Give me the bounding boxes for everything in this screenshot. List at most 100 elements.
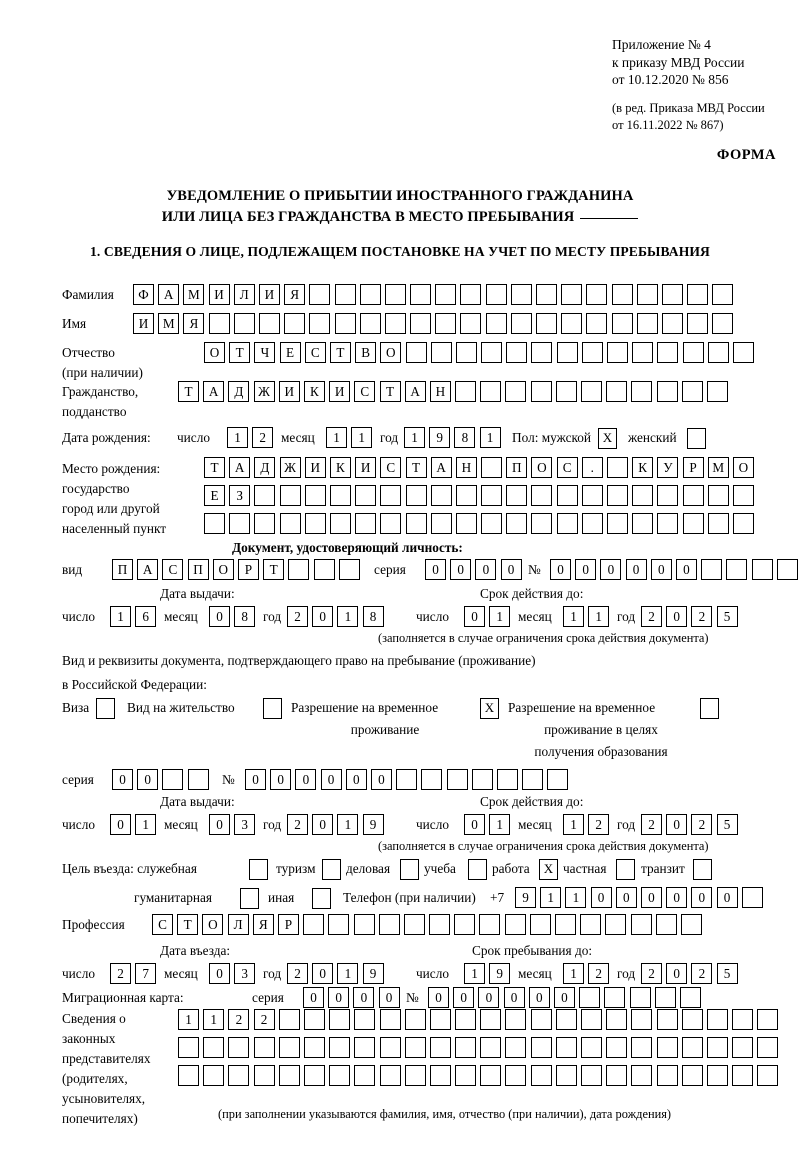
grid-cell[interactable]: 2 [252,427,274,448]
grid-cell[interactable]: 5 [716,606,738,627]
grid-cell[interactable] [405,342,427,363]
grid-cell[interactable]: О [732,457,754,478]
grid-cell[interactable]: 0 [464,606,485,627]
grid-cell[interactable]: 9 [489,963,511,984]
grid-cell[interactable]: 2 [588,814,610,835]
grid-cell[interactable] [481,457,503,478]
grid-cell[interactable]: 2 [253,1009,275,1030]
grid-cell[interactable] [334,284,356,305]
grid-cell[interactable] [334,313,356,334]
grid-cell[interactable] [328,914,350,935]
grid-cell[interactable] [278,1009,300,1030]
grid-cell[interactable]: 9 [362,963,384,984]
temp-edu-checkbox[interactable] [700,698,719,720]
grid-cell[interactable] [455,381,477,402]
grid-cell[interactable]: 1 [337,814,359,835]
grid-cell[interactable]: 0 [320,769,342,790]
grid-cell[interactable]: 0 [137,769,159,790]
grid-cell[interactable]: И [133,313,154,334]
grid-cell[interactable]: Т [379,381,401,402]
grid-cell[interactable] [460,284,482,305]
grid-cell[interactable] [510,313,532,334]
grid-cell[interactable]: Т [263,559,285,580]
grid-cell[interactable]: 6 [135,606,157,627]
grid-cell[interactable] [580,914,602,935]
grid-cell[interactable] [429,1009,451,1030]
grid-cell[interactable]: Е [204,485,225,506]
grid-cell[interactable]: С [556,457,578,478]
grid-cell[interactable]: 1 [588,606,610,627]
grid-cell[interactable]: 5 [716,963,738,984]
grid-cell[interactable] [732,1009,754,1030]
grid-cell[interactable]: З [229,485,251,506]
grid-cell[interactable] [732,1065,754,1086]
grid-cell[interactable] [471,769,493,790]
grid-cell[interactable] [656,1065,678,1086]
grid-cell[interactable]: 0 [590,887,612,908]
grid-cell[interactable] [481,513,503,534]
grid-cell[interactable]: 0 [450,559,472,580]
grid-cell[interactable] [354,1037,376,1058]
grid-cell[interactable] [751,559,773,580]
grid-cell[interactable] [581,1065,602,1086]
grid-cell[interactable]: 1 [489,606,511,627]
grid-cell[interactable]: Р [682,457,704,478]
grid-cell[interactable]: 0 [112,769,133,790]
purpose-private-checkbox[interactable] [616,859,635,881]
grid-cell[interactable] [309,313,331,334]
grid-cell[interactable] [707,513,729,534]
grid-cell[interactable] [605,914,627,935]
grid-cell[interactable]: 0 [345,769,367,790]
grid-cell[interactable]: 1 [337,963,359,984]
grid-cell[interactable] [657,342,679,363]
grid-cell[interactable] [707,485,729,506]
grid-cell[interactable] [178,1037,199,1058]
grid-cell[interactable]: Ж [253,381,275,402]
grid-cell[interactable]: 2 [110,963,131,984]
grid-cell[interactable]: 0 [428,987,449,1008]
grid-cell[interactable] [254,513,276,534]
purpose-business-checkbox[interactable] [400,859,419,881]
grid-cell[interactable]: С [354,381,376,402]
grid-cell[interactable] [379,1009,401,1030]
grid-cell[interactable] [396,769,418,790]
visa-checkbox[interactable] [96,698,115,720]
grid-cell[interactable] [404,1065,426,1086]
grid-cell[interactable] [455,485,477,506]
grid-cell[interactable] [536,284,557,305]
grid-cell[interactable]: 0 [312,963,334,984]
grid-cell[interactable] [555,1065,577,1086]
grid-cell[interactable] [707,342,729,363]
grid-cell[interactable]: 1 [464,963,485,984]
grid-cell[interactable] [530,1065,552,1086]
grid-cell[interactable] [303,1009,325,1030]
grid-cell[interactable] [313,559,335,580]
grid-cell[interactable]: 0 [640,887,662,908]
grid-cell[interactable] [680,914,702,935]
grid-cell[interactable]: У [657,457,679,478]
grid-cell[interactable] [629,987,651,1008]
grid-cell[interactable]: Т [204,457,225,478]
grid-cell[interactable] [681,1037,703,1058]
grid-cell[interactable]: И [258,284,280,305]
grid-cell[interactable] [522,769,544,790]
grid-cell[interactable] [656,1009,678,1030]
grid-cell[interactable] [732,513,754,534]
grid-cell[interactable]: 1 [563,814,584,835]
grid-cell[interactable]: 2 [228,1009,250,1030]
grid-cell[interactable] [555,914,576,935]
grid-cell[interactable] [682,513,704,534]
grid-cell[interactable] [706,1009,728,1030]
grid-cell[interactable]: 2 [287,606,308,627]
grid-cell[interactable] [359,313,381,334]
